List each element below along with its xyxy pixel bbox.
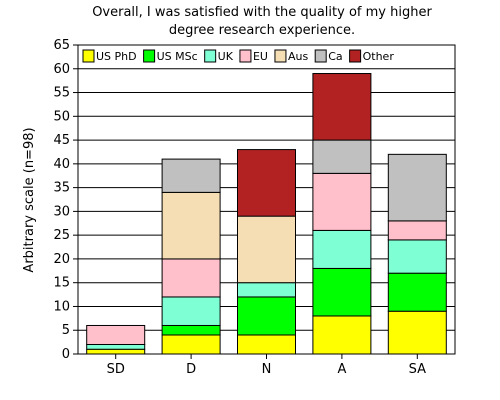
bar-segment-a-us-msc: [312, 267, 372, 317]
bar-segment-n-other: [237, 149, 296, 217]
y-tick-label: 35: [53, 181, 70, 196]
legend-swatch: [143, 49, 156, 63]
legend-swatch: [204, 49, 217, 63]
y-tick-label: 10: [53, 299, 70, 314]
bars: [86, 73, 447, 355]
bar-segment-a-uk: [312, 229, 372, 269]
legend-label: Other: [363, 50, 395, 63]
legend-label: EU: [253, 50, 268, 63]
legend-label: US PhD: [96, 50, 137, 63]
y-axis-label: Arbitrary scale (n=98): [22, 127, 37, 272]
bar-segment-n-us-phd: [237, 334, 296, 355]
legend-label: Ca: [328, 50, 342, 63]
y-tick-label: 50: [53, 109, 70, 124]
y-tick-label: 30: [53, 204, 70, 219]
bar-segment-sa-us-msc: [387, 272, 447, 312]
y-tick-label: 0: [62, 347, 70, 362]
bar-segment-d-eu: [161, 258, 221, 298]
bar-segment-sa-uk: [387, 239, 447, 274]
legend-label: UK: [218, 50, 234, 63]
chart-title-line-2: degree research experience.: [169, 23, 355, 38]
x-tick-label: D: [186, 362, 196, 377]
y-tick-label: 45: [53, 133, 70, 148]
bar-segment-d-aus: [161, 191, 221, 260]
legend-swatch: [349, 49, 362, 63]
bar-segment-n-aus: [237, 215, 296, 284]
legend-swatch: [239, 49, 252, 63]
chart-title-line-1: Overall, I was satisfied with the qualit…: [92, 5, 432, 20]
y-tick-label: 60: [53, 62, 70, 77]
y-tick-label: 15: [53, 276, 70, 291]
y-tick-label: 40: [53, 157, 70, 172]
x-tick-label: SD: [107, 362, 125, 377]
bar-segment-a-us-phd: [312, 315, 372, 355]
legend-label: Aus: [288, 50, 308, 63]
legend-swatch: [82, 49, 95, 63]
bar-segment-sa-eu: [387, 220, 447, 241]
y-tick-label: 20: [53, 252, 70, 267]
bar-segment-d-us-phd: [161, 334, 221, 355]
y-tick-label: 5: [62, 323, 70, 338]
bar-segment-d-ca: [161, 158, 221, 193]
bar-segment-sa-us-phd: [387, 310, 447, 355]
y-tick-label: 25: [53, 228, 70, 243]
legend-swatch: [314, 49, 327, 63]
legend: US PhD US MSc UK EU Aus Ca Other: [82, 49, 395, 63]
bar-segment-a-other: [312, 73, 372, 141]
bar-segment-sd-eu: [86, 324, 146, 345]
axes: 0 5 10 15 20 25 30 35 40 45 50 55 60 65 SD D N A SA: [53, 38, 456, 377]
bar-segment-d-us-msc: [161, 324, 221, 336]
bar-segment-a-ca: [312, 139, 372, 174]
bar-segment-d-uk: [161, 296, 221, 326]
legend-swatch: [274, 49, 287, 63]
bar-segment-n-uk: [237, 282, 296, 298]
bar-segment-a-eu: [312, 172, 372, 231]
bar-segment-sa-ca: [387, 153, 447, 222]
x-tick-label: SA: [409, 362, 426, 377]
legend-label: US MSc: [157, 50, 198, 63]
bar-segment-sd-us-phd: [86, 348, 146, 355]
y-tick-label: 65: [53, 38, 70, 53]
x-tick-label: A: [337, 362, 346, 377]
bar-segment-sd-uk: [86, 343, 146, 350]
bar-segment-n-us-msc: [237, 296, 296, 336]
y-tick-label: 55: [53, 86, 70, 101]
x-tick-label: N: [262, 362, 272, 377]
